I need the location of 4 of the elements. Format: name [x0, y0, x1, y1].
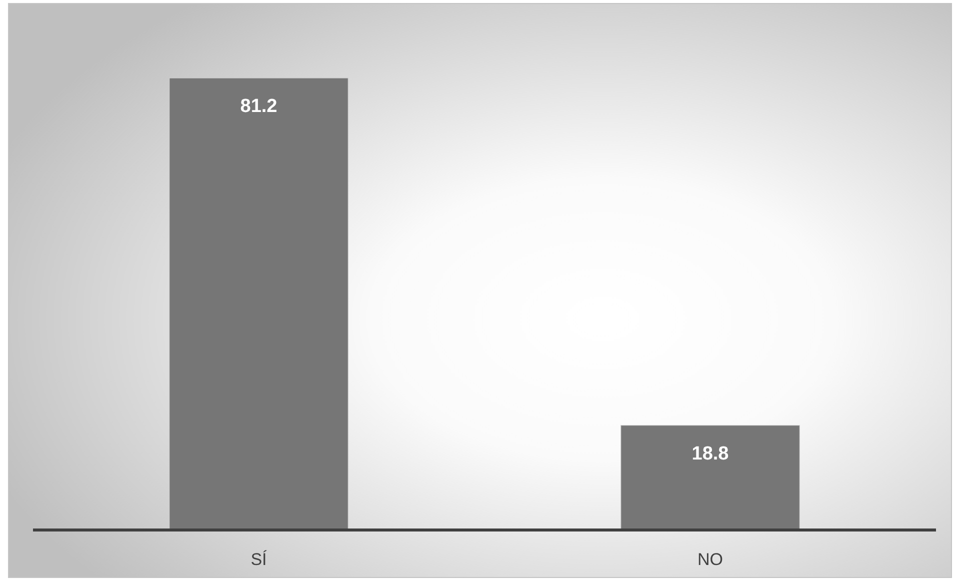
x-tick-label: NO [698, 550, 723, 569]
data-label: 18.8 [692, 443, 729, 464]
data-label: 81.2 [240, 96, 278, 117]
x-tick-label: SÍ [250, 550, 268, 569]
